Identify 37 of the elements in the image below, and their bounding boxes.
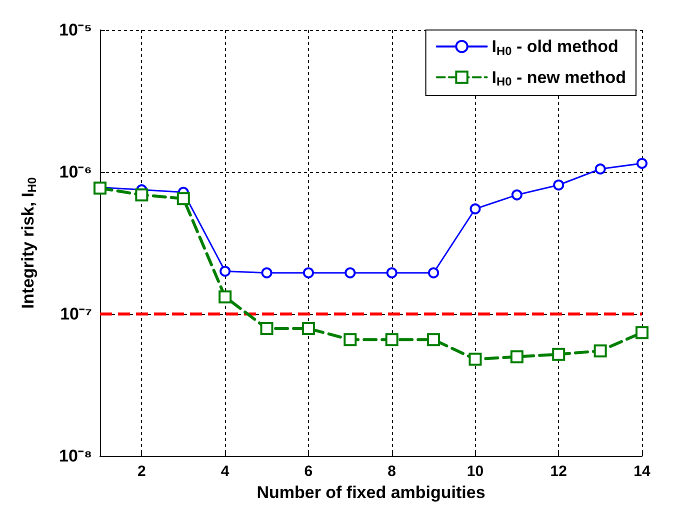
point [510,350,524,364]
x-tick-label: 12 [550,463,567,480]
point [344,333,357,346]
point [428,267,440,278]
point [636,158,648,169]
point [553,179,564,190]
point [218,290,232,304]
point [470,203,481,214]
x-tick-label: 2 [138,463,146,480]
point [511,189,522,200]
x-tick-label: 8 [388,463,396,480]
point [176,192,190,206]
x-tick-label: 6 [304,463,313,480]
point [427,333,440,346]
point [594,344,607,358]
point [594,163,606,174]
point [302,322,315,336]
point [636,326,648,340]
point [385,333,398,346]
point [468,352,482,366]
point [302,267,314,278]
point [386,267,398,278]
point [135,188,148,202]
y-tick-label: 10⁻⁶ [59,162,92,182]
y-tick-label: 10⁻⁸ [59,446,92,466]
x-axis-title: Number of fixed ambiguities [256,483,486,502]
point [220,266,231,277]
x-tick-label: 4 [220,463,230,480]
point [552,348,566,361]
x-tick-label: 14 [634,463,651,480]
y-tick-label: 10⁻⁷ [60,304,92,324]
x-tick-label: 10 [466,463,484,480]
point [261,267,272,278]
point [260,322,274,336]
y-tick-label: 10⁻⁵ [59,20,92,40]
y-axis-title: Integrity risk, IH0 [18,176,39,309]
point [344,267,356,278]
